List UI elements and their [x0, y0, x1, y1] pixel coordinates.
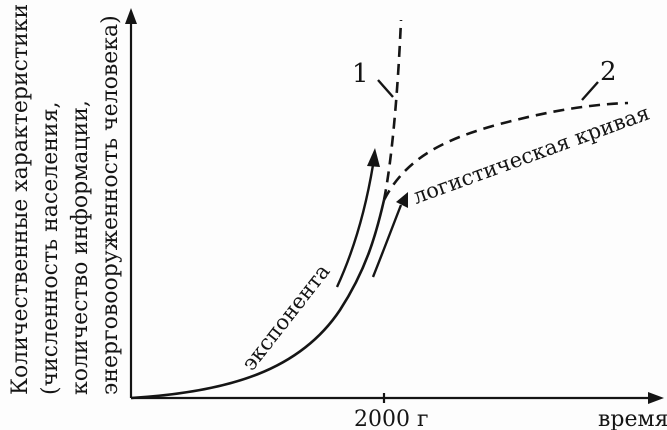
y-axis-label-line-3: количество информации, [68, 100, 93, 395]
logistic-arrow [371, 204, 403, 278]
logistic-label: логистическая кривая [410, 101, 653, 209]
curve-2-pointer [581, 81, 599, 101]
x-axis-label: время [598, 407, 667, 430]
exponent-curve [130, 199, 386, 400]
curve-2-label: 2 [600, 57, 617, 87]
exponent-arrowhead [367, 148, 380, 167]
exponent-arrow [335, 164, 375, 288]
logistic-arrowhead [396, 192, 408, 208]
curve-1-dashed [382, 19, 403, 201]
x-tick-label: 2000 г [354, 407, 429, 430]
x-axis-arrowhead [648, 392, 664, 404]
y-axis-label-line-2: (численность населения, [38, 102, 63, 395]
curve-1-label: 1 [352, 59, 369, 89]
y-axis-label-line-4: энерговооруженность человека) [98, 15, 123, 395]
y-axis-label-line-1: Количественные характеристики [8, 4, 33, 395]
curve-2-dashed [382, 101, 629, 201]
y-axis-arrowhead [125, 8, 137, 24]
curve-1-pointer [377, 79, 394, 98]
exponent-label: экспонента [237, 260, 335, 376]
